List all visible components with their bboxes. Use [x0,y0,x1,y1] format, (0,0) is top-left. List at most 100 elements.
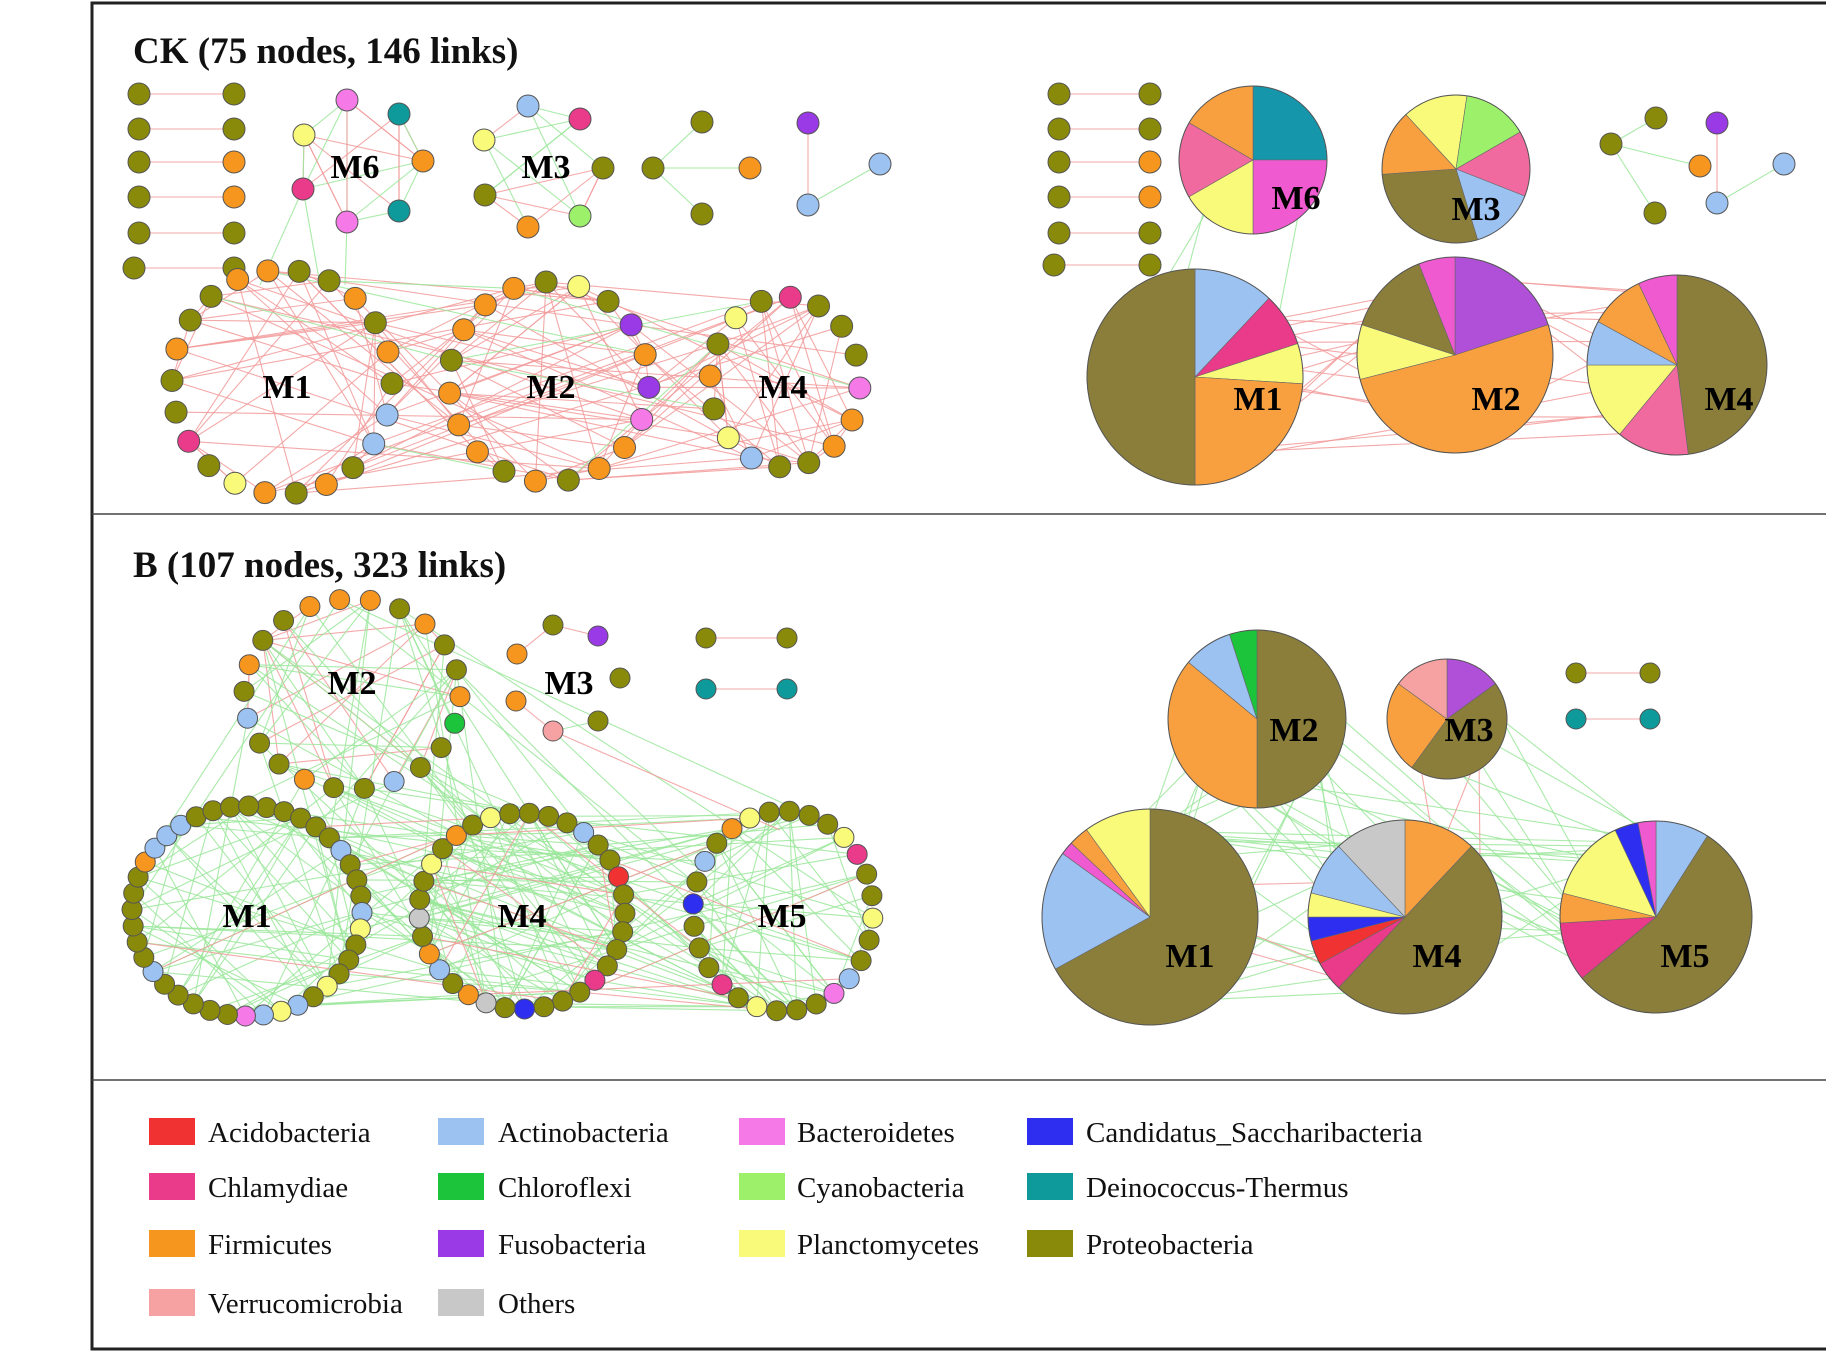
network-node [695,627,717,649]
positive-edge [210,295,835,447]
pie-outline [1167,629,1347,809]
network-node [739,807,761,829]
network-node [591,156,615,180]
network-node [447,413,471,437]
negative-edge [768,811,870,941]
network-node [222,185,246,209]
pie-outline [1307,819,1503,1015]
network-node [409,888,431,910]
positive-edge [296,457,752,494]
network-node [341,456,365,480]
network-node [706,332,730,356]
positive-edge [451,286,579,361]
positive-edge [237,278,642,420]
network-node [165,337,189,361]
negative-edge [340,849,626,914]
network-node [375,403,399,427]
negative-edge [419,898,608,967]
negative-edge [247,717,777,1012]
panel-title-b: B (107 nodes, 323 links) [133,545,506,586]
network-node [1644,106,1668,130]
network-node [222,150,246,174]
positive-edge [176,348,569,481]
positive-edge [449,392,729,439]
positive-edge [431,863,624,896]
negative-edge [419,767,596,981]
positive-edge [760,301,835,447]
legend-swatch-planctomycetes [739,1230,785,1257]
network-node [1688,154,1712,178]
negative-edge [262,639,624,933]
negative-edge [329,817,750,839]
positive-edge [188,440,600,470]
negative-edge [278,763,530,814]
negative-edge [788,811,798,1010]
legend-swatch-firmicutes [149,1230,195,1257]
positive-edge [171,296,212,381]
network-node [552,990,574,1012]
network-node [630,407,654,431]
negative-edge [210,295,452,361]
network-node [317,269,341,293]
b-pie-label-m2: M2 [1269,712,1318,749]
network-node [596,289,620,313]
negative-edge [419,917,596,981]
positive-edge [188,280,330,442]
network-node [533,996,555,1018]
network-node [868,152,892,176]
network-node [768,455,792,479]
positive-edge [567,296,791,481]
pie-b-m4 [1307,819,1503,1015]
network-node [249,732,271,754]
negative-edge [566,811,770,824]
positive-edge [456,817,750,837]
positive-edge [387,329,464,353]
legend-swatch-bacteroidetes [739,1118,785,1145]
network-node [698,364,722,388]
legend-label-proteobacteria: Proteobacteria [1086,1229,1254,1261]
network-node [724,306,748,330]
positive-edge [264,414,388,494]
network-node [1599,132,1623,156]
network-node [542,614,564,636]
negative-edge [302,188,321,286]
pie-outline [1086,268,1304,486]
network-node [721,818,743,840]
network-node [778,285,802,309]
positive-edge [562,873,867,1002]
positive-edge [579,991,777,1012]
positive-edge [484,194,581,217]
negative-edge [527,105,604,169]
legend-swatch-candidatus-saccharibacteria [1027,1118,1073,1145]
positive-edge [429,842,717,955]
network-node [538,805,560,827]
network-node [432,838,454,860]
pie-outline [1356,256,1554,454]
positive-edge [463,329,646,356]
network-node [683,915,705,937]
negative-edge [137,876,440,971]
network-node [844,343,868,367]
negative-edge [302,160,424,190]
network-node [1138,221,1162,245]
positive-edge [391,382,642,421]
ck-module-label-m1: M1 [262,369,311,406]
b-pie-label-m4: M4 [1412,938,1461,975]
negative-edge [483,139,581,217]
network-node [569,981,591,1003]
negative-edge [513,287,860,389]
legend-label-bacteroidetes: Bacteroidetes [797,1117,955,1149]
network-node [299,596,321,618]
negative-edge [1610,143,1701,167]
negative-edge [259,606,311,744]
negative-edge [616,836,845,951]
network-node [516,215,540,239]
positive-edge [352,324,632,469]
pie-ck-m4 [1586,274,1768,456]
network-node [494,997,516,1019]
negative-edge [848,917,874,979]
network-node [380,372,404,396]
network-node [465,440,489,464]
network-node [711,974,733,996]
negative-edge [230,806,328,987]
